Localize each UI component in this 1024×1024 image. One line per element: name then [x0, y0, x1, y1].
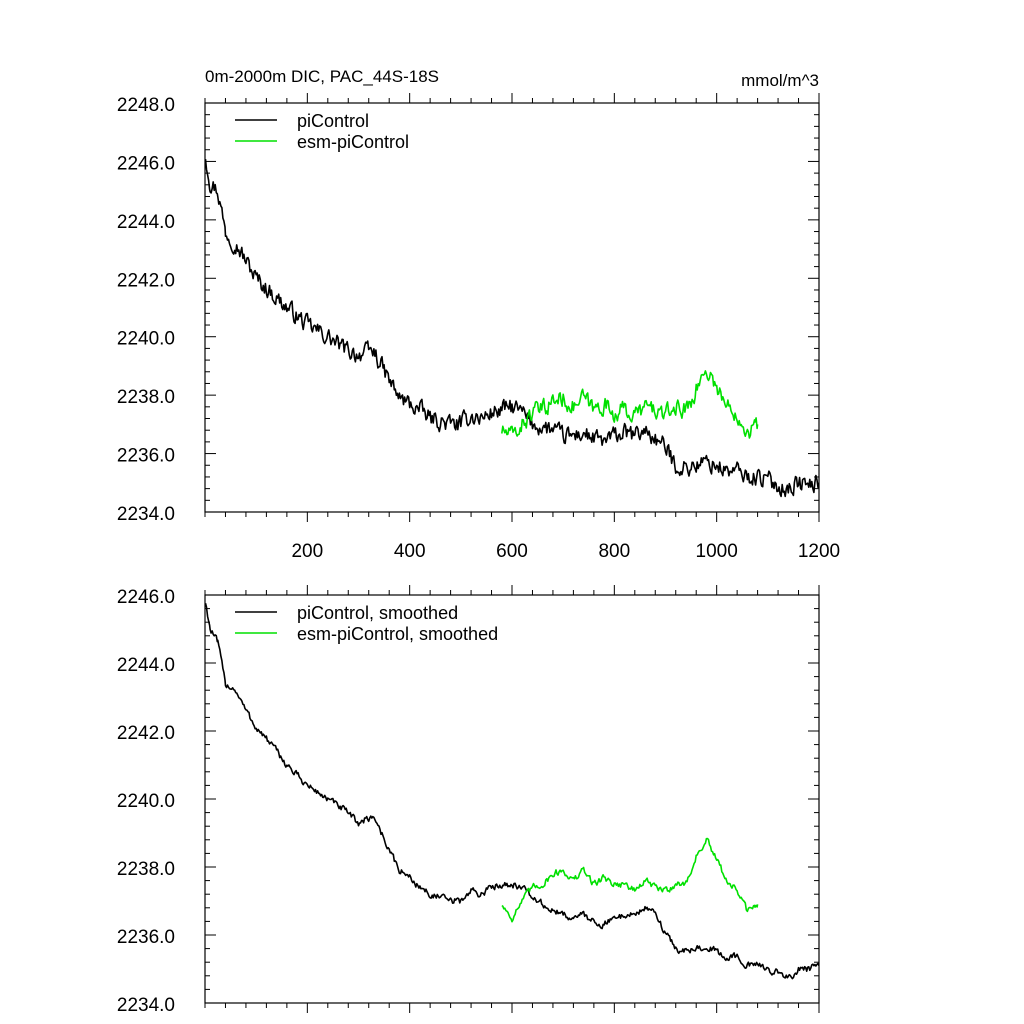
top-y-tick-label: 2244.0	[117, 212, 175, 233]
bottom-plot-frame	[204, 594, 820, 1004]
units-label: mmol/m^3	[741, 71, 819, 90]
top-y-tick-label: 2238.0	[117, 387, 175, 408]
bottom-series-esm-picontrol-line	[501, 837, 759, 923]
top-y-tick-label: 2248.0	[117, 95, 175, 116]
top-y-tick-label: 2240.0	[117, 329, 175, 350]
top-y-tick-label: 2234.0	[117, 504, 175, 525]
top-x-tick-label: 1200	[798, 541, 840, 562]
top-x-tick-label: 200	[291, 541, 323, 562]
top-x-tick-label: 1000	[696, 541, 738, 562]
panel-top: 2234.0 2236.0 2238.0 2240.0 2242.0 2244.0 2246…	[117, 67, 840, 562]
top-y-tick-label: 2242.0	[117, 270, 175, 291]
bottom-legend-label: esm-piControl, smoothed	[297, 624, 498, 644]
top-series-esm-picontrol-line	[501, 370, 759, 439]
top-x-tick-label: 600	[496, 541, 528, 562]
top-y-tick-label: 2246.0	[117, 153, 175, 174]
top-legend-label: piControl	[297, 111, 369, 131]
bottom-series-picontrol-line	[205, 603, 819, 980]
top-legend-label: esm-piControl	[297, 132, 409, 152]
top-x-tick-label: 400	[394, 541, 426, 562]
bottom-y-tick-label: 2236.0	[117, 927, 175, 948]
bottom-y-tick-label: 2246.0	[117, 587, 175, 608]
panel-bottom: 2234.0 2236.0 2238.0 2240.0 2242.0 2244.0 2246…	[117, 585, 820, 1016]
chart-title: 0m-2000m DIC, PAC_44S-18S	[205, 67, 439, 86]
bottom-y-tick-label: 2244.0	[117, 655, 175, 676]
bottom-legend-label: piControl, smoothed	[297, 603, 458, 623]
top-series-picontrol-line	[205, 159, 819, 498]
bottom-y-tick-label: 2234.0	[117, 995, 175, 1016]
bottom-y-tick-label: 2242.0	[117, 723, 175, 744]
top-y-tick-label: 2236.0	[117, 446, 175, 467]
top-plot-frame	[204, 102, 820, 513]
top-x-tick-label: 800	[598, 541, 630, 562]
bottom-y-tick-label: 2238.0	[117, 859, 175, 880]
bottom-y-tick-label: 2240.0	[117, 791, 175, 812]
